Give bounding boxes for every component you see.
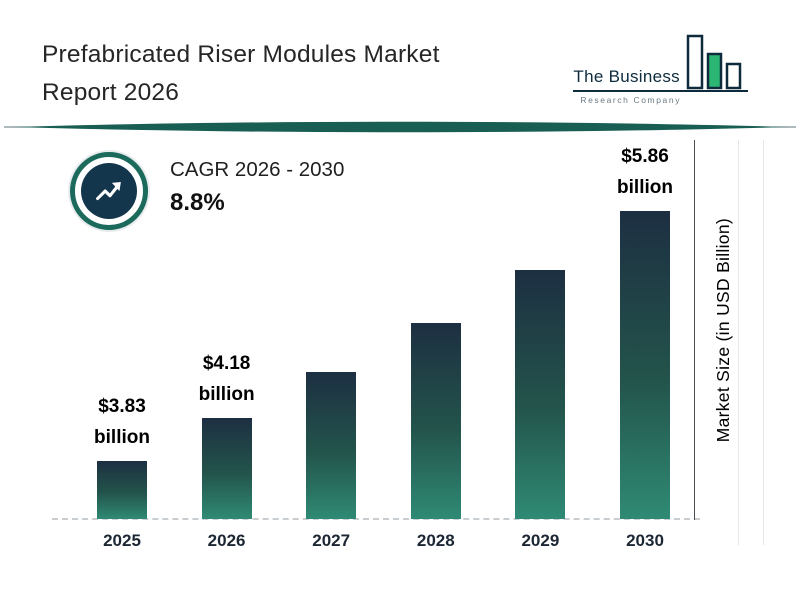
gridline-vertical [763,140,764,545]
bar-2029 [515,270,566,519]
trend-arrow-circle [81,163,137,219]
y-axis-line [693,140,695,520]
logo-name: The Business [573,67,680,86]
trend-arrow-icon [70,152,148,230]
x-tick-2027: 2027 [312,531,351,550]
bar-2030 [620,211,670,519]
header-divider [4,121,796,133]
y-axis-title-text: Market Size (in USD Billion) [713,217,733,443]
bar-2026 [201,418,252,519]
bar-value-label-2030: $5.86 billion [617,146,673,198]
title-line-2: Report 2026 [42,78,180,106]
cagr-label: CAGR 2026 - 2030 [170,158,345,181]
company-logo: The Business Research Company [573,28,748,105]
bar-value-label-2025: $3.83 billion [94,396,150,448]
page-title: Prefabricated Riser Modules Market Repor… [42,36,440,112]
cagr-value: 8.8% [170,189,225,216]
logo-tagline: Research Company [580,95,682,105]
bar-2027 [306,372,357,519]
x-axis-line [52,518,700,520]
bar-2028 [410,323,461,519]
x-tick-2029: 2029 [521,531,560,550]
cagr-badge: CAGR 2026 - 2030 8.8% [70,152,344,230]
x-tick-2030: 2030 [626,531,664,550]
logo-row: The Business [573,28,748,92]
cagr-text: CAGR 2026 - 2030 8.8% [170,152,344,217]
y-axis-title: Market Size (in USD Billion) [713,140,734,520]
x-tick-2026: 2026 [207,531,246,550]
title-line-1: Prefabricated Riser Modules Market [42,41,440,68]
bar-2025 [97,461,147,519]
gridline-vertical [738,140,739,545]
bar-value-label-2026: $4.18 billion [198,353,255,405]
x-tick-2028: 2028 [416,531,455,550]
logo-text-block: The Business Research Company [573,28,748,105]
x-tick-2025: 2025 [103,531,141,550]
logo-bars-icon [686,34,742,90]
